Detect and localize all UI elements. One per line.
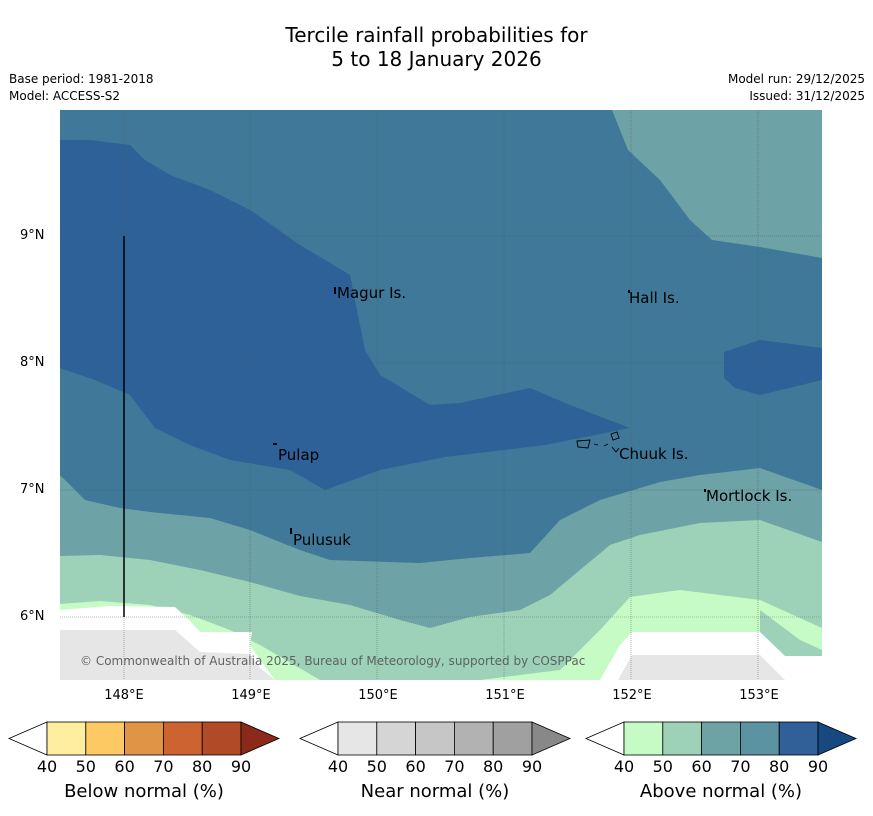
colorbar-tick-label: 50 — [652, 757, 673, 776]
grid-lines — [60, 110, 822, 680]
colorbar-tick-label: 70 — [730, 757, 751, 776]
colorbar-tick-label: 80 — [769, 757, 790, 776]
colorbar-tick-label: 60 — [691, 757, 712, 776]
model-label: Model: ACCESS-S2 — [9, 89, 121, 103]
lon-label-150e: 150°E — [358, 688, 398, 703]
base-period: Base period: 1981-2018 — [9, 72, 154, 86]
chuuk-lagoon-icon — [576, 431, 620, 453]
colorbar-tick-label: 90 — [521, 757, 543, 776]
lon-label-151e: 151°E — [485, 688, 525, 703]
lat-label-7n: 7°N — [20, 482, 45, 497]
colorbar-title-near: Near normal (%) — [360, 781, 510, 802]
place-label-chuuk: Chuuk Is. — [619, 445, 688, 463]
colorbar-title-above: Above normal (%) — [639, 781, 803, 802]
colorbar-tick-label: 60 — [114, 757, 135, 776]
copyright-note: © Commonwealth of Australia 2025, Bureau… — [80, 654, 585, 668]
issued-date: Issued: 31/12/2025 — [749, 89, 865, 103]
region-east-80-90 — [724, 340, 822, 395]
lat-label-6n: 6°N — [20, 609, 45, 624]
place-label-magur: Magur Is. — [337, 284, 406, 302]
colorbar-tick-label: 80 — [483, 757, 504, 776]
colorbar-tick-label: 90 — [807, 757, 829, 776]
near-normal-grey-east — [618, 655, 785, 680]
colorbar-tick-label: 70 — [444, 757, 465, 776]
colorbar-tick-label: 70 — [153, 757, 174, 776]
region-dark-80-90 — [60, 140, 630, 490]
lon-label-148e: 148°E — [104, 688, 144, 703]
colorbar-title-below: Below normal (%) — [64, 781, 224, 802]
lon-label-152e: 152°E — [612, 688, 652, 703]
colorbar-tick-label: 40 — [36, 757, 58, 776]
colorbar-tick-label: 40 — [327, 757, 349, 776]
chart-title-line2: 5 to 18 January 2026 — [331, 47, 542, 71]
lat-label-8n: 8°N — [20, 355, 45, 370]
place-label-pulusuk: Pulusuk — [293, 531, 351, 549]
chart-title-line1: Tercile rainfall probabilities for — [285, 23, 588, 47]
colorbar-tick-label: 50 — [366, 757, 387, 776]
place-label-mortlock: Mortlock Is. — [706, 487, 792, 505]
place-label-hall: Hall Is. — [629, 289, 680, 307]
island-marks — [273, 287, 706, 534]
region-ne-60-70 — [612, 110, 822, 258]
lat-label-9n: 9°N — [20, 228, 45, 243]
model-run: Model run: 29/12/2025 — [727, 72, 865, 86]
near-normal-grey-west — [60, 630, 275, 680]
colorbar-tick-label: 80 — [192, 757, 213, 776]
lon-label-149e: 149°E — [231, 688, 271, 703]
colorbar-tick-label: 50 — [75, 757, 96, 776]
place-label-pulap: Pulap — [278, 446, 319, 464]
lon-label-153e: 153°E — [739, 688, 779, 703]
colorbar-tick-label: 40 — [613, 757, 635, 776]
colorbar-tick-label: 60 — [405, 757, 426, 776]
colorbar-tick-label: 90 — [230, 757, 252, 776]
